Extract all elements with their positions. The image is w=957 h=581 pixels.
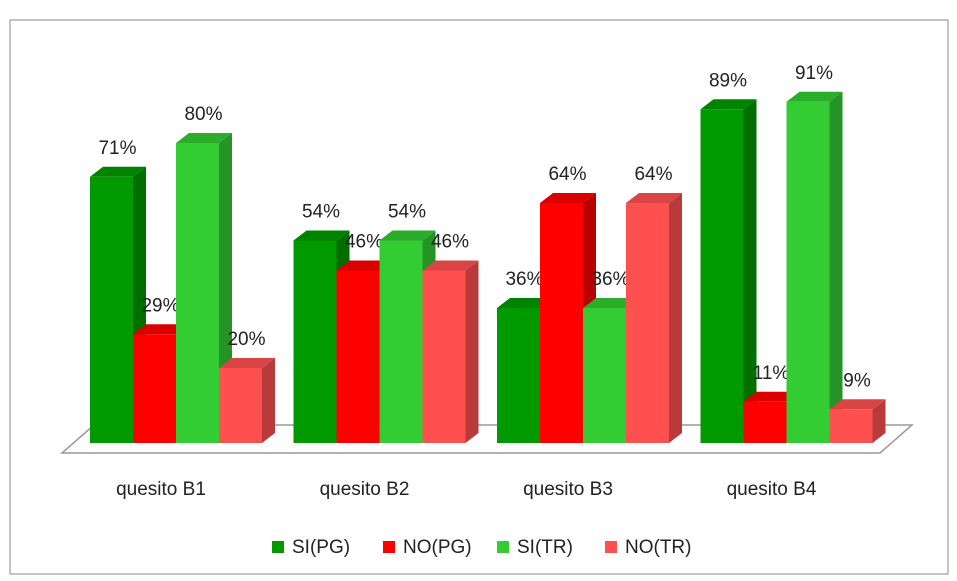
bar — [786, 101, 830, 443]
data-label: 80% — [184, 104, 222, 125]
bar-top — [829, 399, 886, 410]
bar-top — [700, 99, 757, 110]
bar — [540, 203, 583, 443]
data-label: 64% — [634, 164, 672, 185]
bar-side — [465, 260, 479, 443]
data-label: 71% — [98, 138, 136, 159]
bar — [336, 270, 380, 443]
bar — [829, 409, 873, 443]
legend-label: SI(PG) — [292, 537, 350, 558]
bar — [700, 109, 744, 443]
bar-top — [626, 193, 682, 203]
data-label: 36% — [591, 269, 629, 290]
bar — [219, 368, 262, 443]
data-label: 91% — [795, 63, 833, 84]
x-tick-label: quesito B1 — [116, 479, 206, 500]
bar-top — [293, 230, 350, 241]
legend-label: SI(TR) — [517, 537, 573, 558]
data-label: 54% — [388, 202, 426, 223]
bar-top — [497, 298, 553, 308]
data-label: 64% — [548, 164, 586, 185]
data-label: 36% — [505, 269, 543, 290]
bar-top — [540, 193, 596, 203]
bar — [176, 143, 219, 443]
bar-top — [133, 324, 189, 335]
data-label: 46% — [431, 232, 469, 253]
data-label: 89% — [709, 70, 747, 91]
bar-top — [786, 91, 843, 102]
data-label: 11% — [753, 363, 790, 384]
data-label: 46% — [345, 232, 383, 253]
bar-top — [219, 358, 275, 368]
x-tick-label: quesito B2 — [320, 479, 410, 500]
bar — [743, 401, 787, 443]
bar — [90, 176, 133, 443]
legend-swatch — [497, 541, 509, 553]
legend-label: NO(TR) — [625, 537, 691, 558]
bar — [133, 334, 176, 443]
bar-top — [422, 260, 479, 271]
bar — [379, 240, 423, 443]
bar — [626, 203, 669, 443]
bar — [497, 308, 540, 443]
bar-top — [743, 391, 800, 402]
data-label: 20% — [227, 329, 265, 350]
x-tick-label: quesito B3 — [523, 479, 613, 500]
data-label: 9% — [843, 370, 871, 391]
bar-side — [669, 193, 682, 443]
bar-top — [90, 166, 146, 177]
bar-top — [176, 133, 232, 143]
bar-side — [829, 91, 843, 443]
legend-swatch — [605, 541, 617, 553]
legend-swatch — [383, 541, 395, 553]
bar-side — [872, 399, 886, 443]
bar — [583, 308, 626, 443]
bar-side — [743, 99, 757, 443]
bar-top — [583, 298, 639, 308]
data-label: 54% — [302, 202, 340, 223]
x-tick-label: quesito B4 — [727, 479, 817, 500]
legend-label: NO(PG) — [403, 537, 472, 558]
bar-top — [379, 230, 436, 241]
bar — [422, 270, 466, 443]
legend-swatch — [272, 541, 284, 553]
bar-top — [336, 260, 393, 271]
bar-side — [262, 358, 275, 443]
data-label: 29% — [141, 295, 179, 316]
bar — [293, 240, 337, 443]
